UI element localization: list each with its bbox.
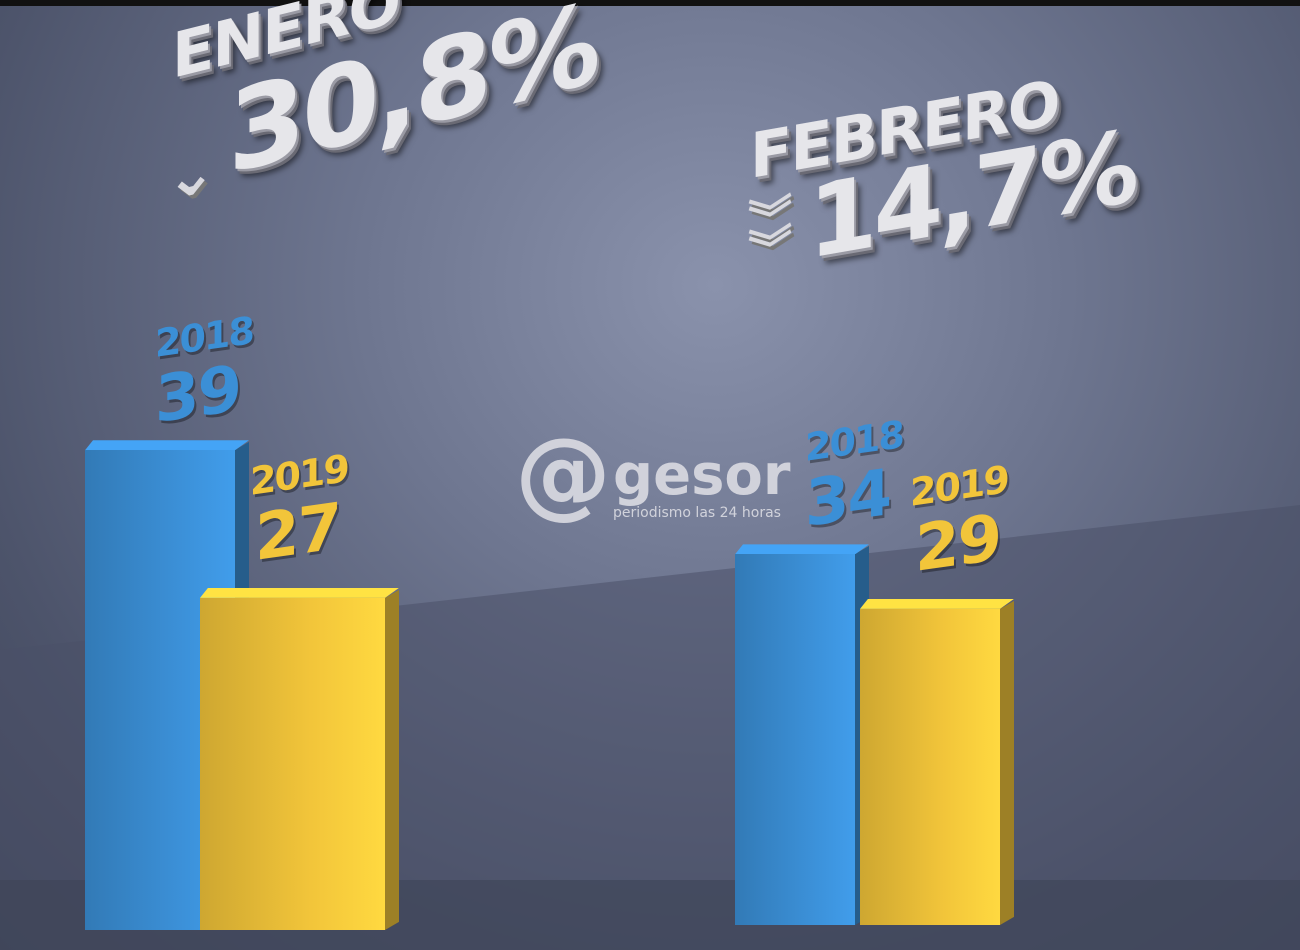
value-label: 34 [805, 456, 891, 543]
bar-side [385, 589, 399, 930]
at-symbol: @ [515, 417, 611, 529]
down-arrow-icon: ⌄ [166, 133, 217, 217]
bar-front [200, 597, 385, 930]
bar-front [735, 554, 855, 925]
bar-febrero-2019 [860, 598, 1030, 925]
bar-enero-2019 [200, 587, 415, 930]
bar-top [200, 587, 399, 598]
watermark-name: gesor [613, 443, 791, 508]
watermark-tagline: periodismo las 24 horas [613, 505, 781, 521]
bar-febrero-2018 [735, 544, 885, 925]
value-label: 29 [915, 500, 1001, 587]
bar-side [1000, 600, 1014, 925]
bar-top [735, 544, 869, 555]
down-chevrons-icon: ︾ ︾ [748, 190, 792, 279]
top-border [0, 0, 1300, 6]
bar-top [860, 598, 1014, 609]
value-label: 39 [155, 352, 241, 439]
bar-top [85, 440, 249, 451]
value-label: 27 [255, 489, 341, 576]
bar-front [860, 608, 1000, 925]
